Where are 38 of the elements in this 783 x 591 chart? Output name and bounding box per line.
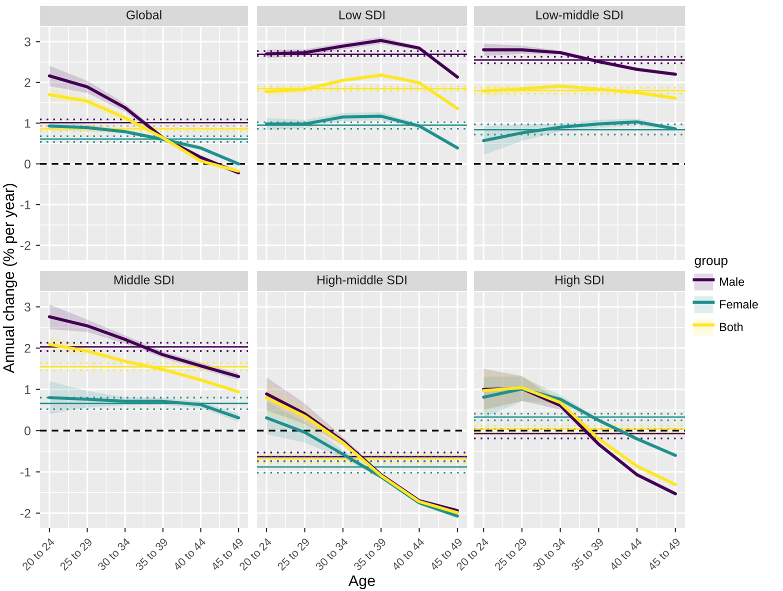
- x-tick-label: 35 to 39: [353, 538, 386, 571]
- chart-title: Middle SDI: [114, 275, 174, 284]
- chart-title: Low SDI: [339, 10, 384, 20]
- y-tick-label: 2: [24, 344, 30, 353]
- x-tick-label: 25 to 29: [276, 538, 310, 571]
- chart-title: Low-middle SDI: [536, 10, 622, 20]
- y-tick-label: -1: [20, 468, 30, 476]
- x-tick-label: 30 to 34: [97, 537, 131, 571]
- x-axis-title: Age: [348, 575, 375, 590]
- x-tick-label: 25 to 29: [494, 538, 528, 571]
- legend-label: Both: [720, 322, 743, 332]
- y-tick-label: -1: [20, 200, 30, 210]
- x-tick-label: 40 to 44: [609, 537, 643, 572]
- y-tick-label: -2: [20, 241, 30, 250]
- y-tick-label: 3: [24, 37, 30, 46]
- y-tick-label: 0: [24, 160, 30, 169]
- x-tick-label: 30 to 34: [315, 537, 348, 571]
- legend-title: group: [694, 258, 728, 268]
- y-tick-label: 1: [24, 385, 30, 394]
- x-tick-label: 45 to 49: [647, 538, 681, 572]
- x-tick-label: 40 to 44: [391, 537, 425, 572]
- legend-label: Male: [720, 277, 744, 286]
- chart-title: High-middle SDI: [318, 275, 406, 287]
- legend-label: Female: [720, 300, 758, 309]
- x-tick-label: 30 to 34: [532, 537, 566, 571]
- chart-title: High SDI: [556, 275, 604, 287]
- chart-title: Global: [126, 10, 162, 20]
- y-tick-label: 0: [24, 426, 30, 436]
- x-tick-label: 40 to 44: [172, 537, 206, 572]
- x-tick-label: 35 to 39: [135, 538, 168, 571]
- y-tick-label: 2: [24, 78, 30, 87]
- y-axis-title: Annual change (% per year): [2, 184, 18, 374]
- y-tick-label: 1: [24, 119, 30, 128]
- y-tick-label: -2: [20, 508, 30, 518]
- x-tick-label: 20 to 24: [22, 537, 55, 571]
- x-tick-label: 35 to 39: [570, 538, 604, 571]
- x-tick-label: 25 to 29: [59, 538, 93, 571]
- y-tick-label: 3: [24, 302, 30, 312]
